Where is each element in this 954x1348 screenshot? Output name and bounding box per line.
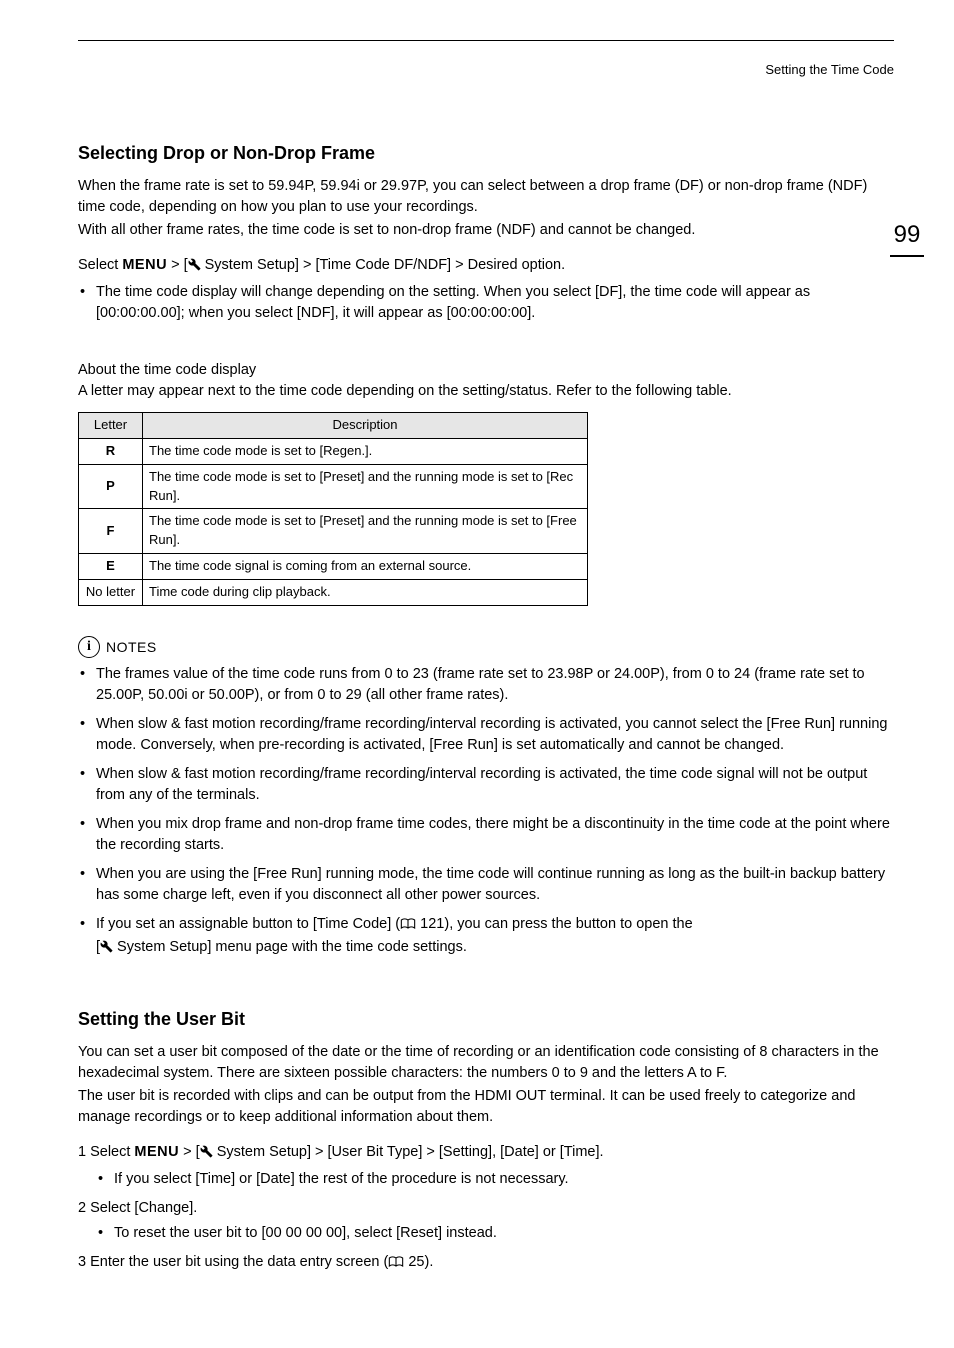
wrench-icon: [200, 1144, 213, 1165]
book-icon: [400, 916, 416, 937]
note-item: When you are using the [Free Run] runnin…: [78, 864, 894, 906]
step1-sub: If you select [Time] or [Date] the rest …: [78, 1169, 894, 1190]
dropframe-bullet-1: The time code display will change depend…: [78, 282, 894, 324]
step1-c: System Setup] > [User Bit Type] > [Setti…: [213, 1144, 604, 1160]
select-prefix: Select: [78, 257, 122, 273]
userbit-para2: The user bit is recorded with clips and …: [78, 1086, 894, 1128]
note-item: When you mix drop frame and non-drop fra…: [78, 814, 894, 856]
info-icon: i: [78, 636, 100, 658]
timecode-table: Letter Description R The time code mode …: [78, 412, 588, 606]
heading-userbit: Setting the User Bit: [78, 1006, 894, 1032]
wrench-icon: [188, 257, 201, 278]
select-sys: System Setup] > [Time Code DF/NDF] > Des…: [201, 257, 566, 273]
notes-heading: i NOTES: [78, 636, 894, 658]
note-item: When slow & fast motion recording/frame …: [78, 764, 894, 806]
top-rule: [78, 40, 894, 41]
heading-dropframe: Selecting Drop or Non-Drop Frame: [78, 140, 894, 166]
note6-c: System Setup] menu page with the time co…: [113, 939, 467, 955]
table-row: R The time code mode is set to [Regen.].: [79, 438, 588, 464]
note6-ref: 121), you can press the button to open t…: [416, 916, 693, 932]
menu-text: MENU: [122, 257, 167, 273]
cell-letter: R: [79, 438, 143, 464]
step1-b: > [: [179, 1144, 200, 1160]
step-1: 1 Select MENU > [ System Setup] > [User …: [78, 1142, 894, 1165]
cell-desc: The time code signal is coming from an e…: [143, 554, 588, 580]
cell-letter: No letter: [79, 579, 143, 605]
page-number-block: 99: [890, 218, 924, 257]
table-row: E The time code signal is coming from an…: [79, 554, 588, 580]
step3-ref: 25).: [404, 1254, 433, 1270]
about-para: A letter may appear next to the time cod…: [78, 381, 894, 402]
notes-label: NOTES: [106, 637, 157, 657]
table-row: No letter Time code during clip playback…: [79, 579, 588, 605]
note-item: When slow & fast motion recording/frame …: [78, 714, 894, 756]
notes-list: The frames value of the time code runs f…: [78, 664, 894, 960]
cell-desc: The time code mode is set to [Preset] an…: [143, 509, 588, 554]
cell-letter: E: [79, 554, 143, 580]
step-3: 3 Enter the user bit using the data entr…: [78, 1252, 894, 1275]
th-desc: Description: [143, 413, 588, 439]
table-row: P The time code mode is set to [Preset] …: [79, 464, 588, 509]
userbit-para1: You can set a user bit composed of the d…: [78, 1042, 894, 1084]
dropframe-bullets: The time code display will change depend…: [78, 282, 894, 324]
cell-letter: F: [79, 509, 143, 554]
step1-a: 1 Select: [78, 1144, 134, 1160]
select-mid1: > [: [167, 257, 188, 273]
page-number: 99: [890, 218, 924, 253]
cell-desc: The time code mode is set to [Regen.].: [143, 438, 588, 464]
step1-sublist: If you select [Time] or [Date] the rest …: [78, 1169, 894, 1190]
header-label: Setting the Time Code: [78, 61, 894, 80]
book-icon: [388, 1254, 404, 1275]
note6-a: If you set an assignable button to [Time…: [96, 916, 400, 932]
cell-letter: P: [79, 464, 143, 509]
step3-a: 3 Enter the user bit using the data entr…: [78, 1254, 388, 1270]
cell-desc: The time code mode is set to [Preset] an…: [143, 464, 588, 509]
para-dropframe-2: With all other frame rates, the time cod…: [78, 220, 894, 241]
cell-desc: Time code during clip playback.: [143, 579, 588, 605]
wrench-icon: [100, 939, 113, 960]
note-item: If you set an assignable button to [Time…: [78, 914, 894, 960]
para-dropframe-1: When the frame rate is set to 59.94P, 59…: [78, 176, 894, 218]
table-row: F The time code mode is set to [Preset] …: [79, 509, 588, 554]
step2-sub: To reset the user bit to [00 00 00 00], …: [78, 1223, 894, 1244]
page-number-rule: [890, 255, 924, 257]
th-letter: Letter: [79, 413, 143, 439]
select-line: Select MENU > [ System Setup] > [Time Co…: [78, 255, 894, 278]
menu-text: MENU: [134, 1144, 179, 1160]
step-2: 2 Select [Change].: [78, 1198, 894, 1219]
about-heading: About the time code display: [78, 360, 894, 381]
step2-sublist: To reset the user bit to [00 00 00 00], …: [78, 1223, 894, 1244]
note-item: The frames value of the time code runs f…: [78, 664, 894, 706]
